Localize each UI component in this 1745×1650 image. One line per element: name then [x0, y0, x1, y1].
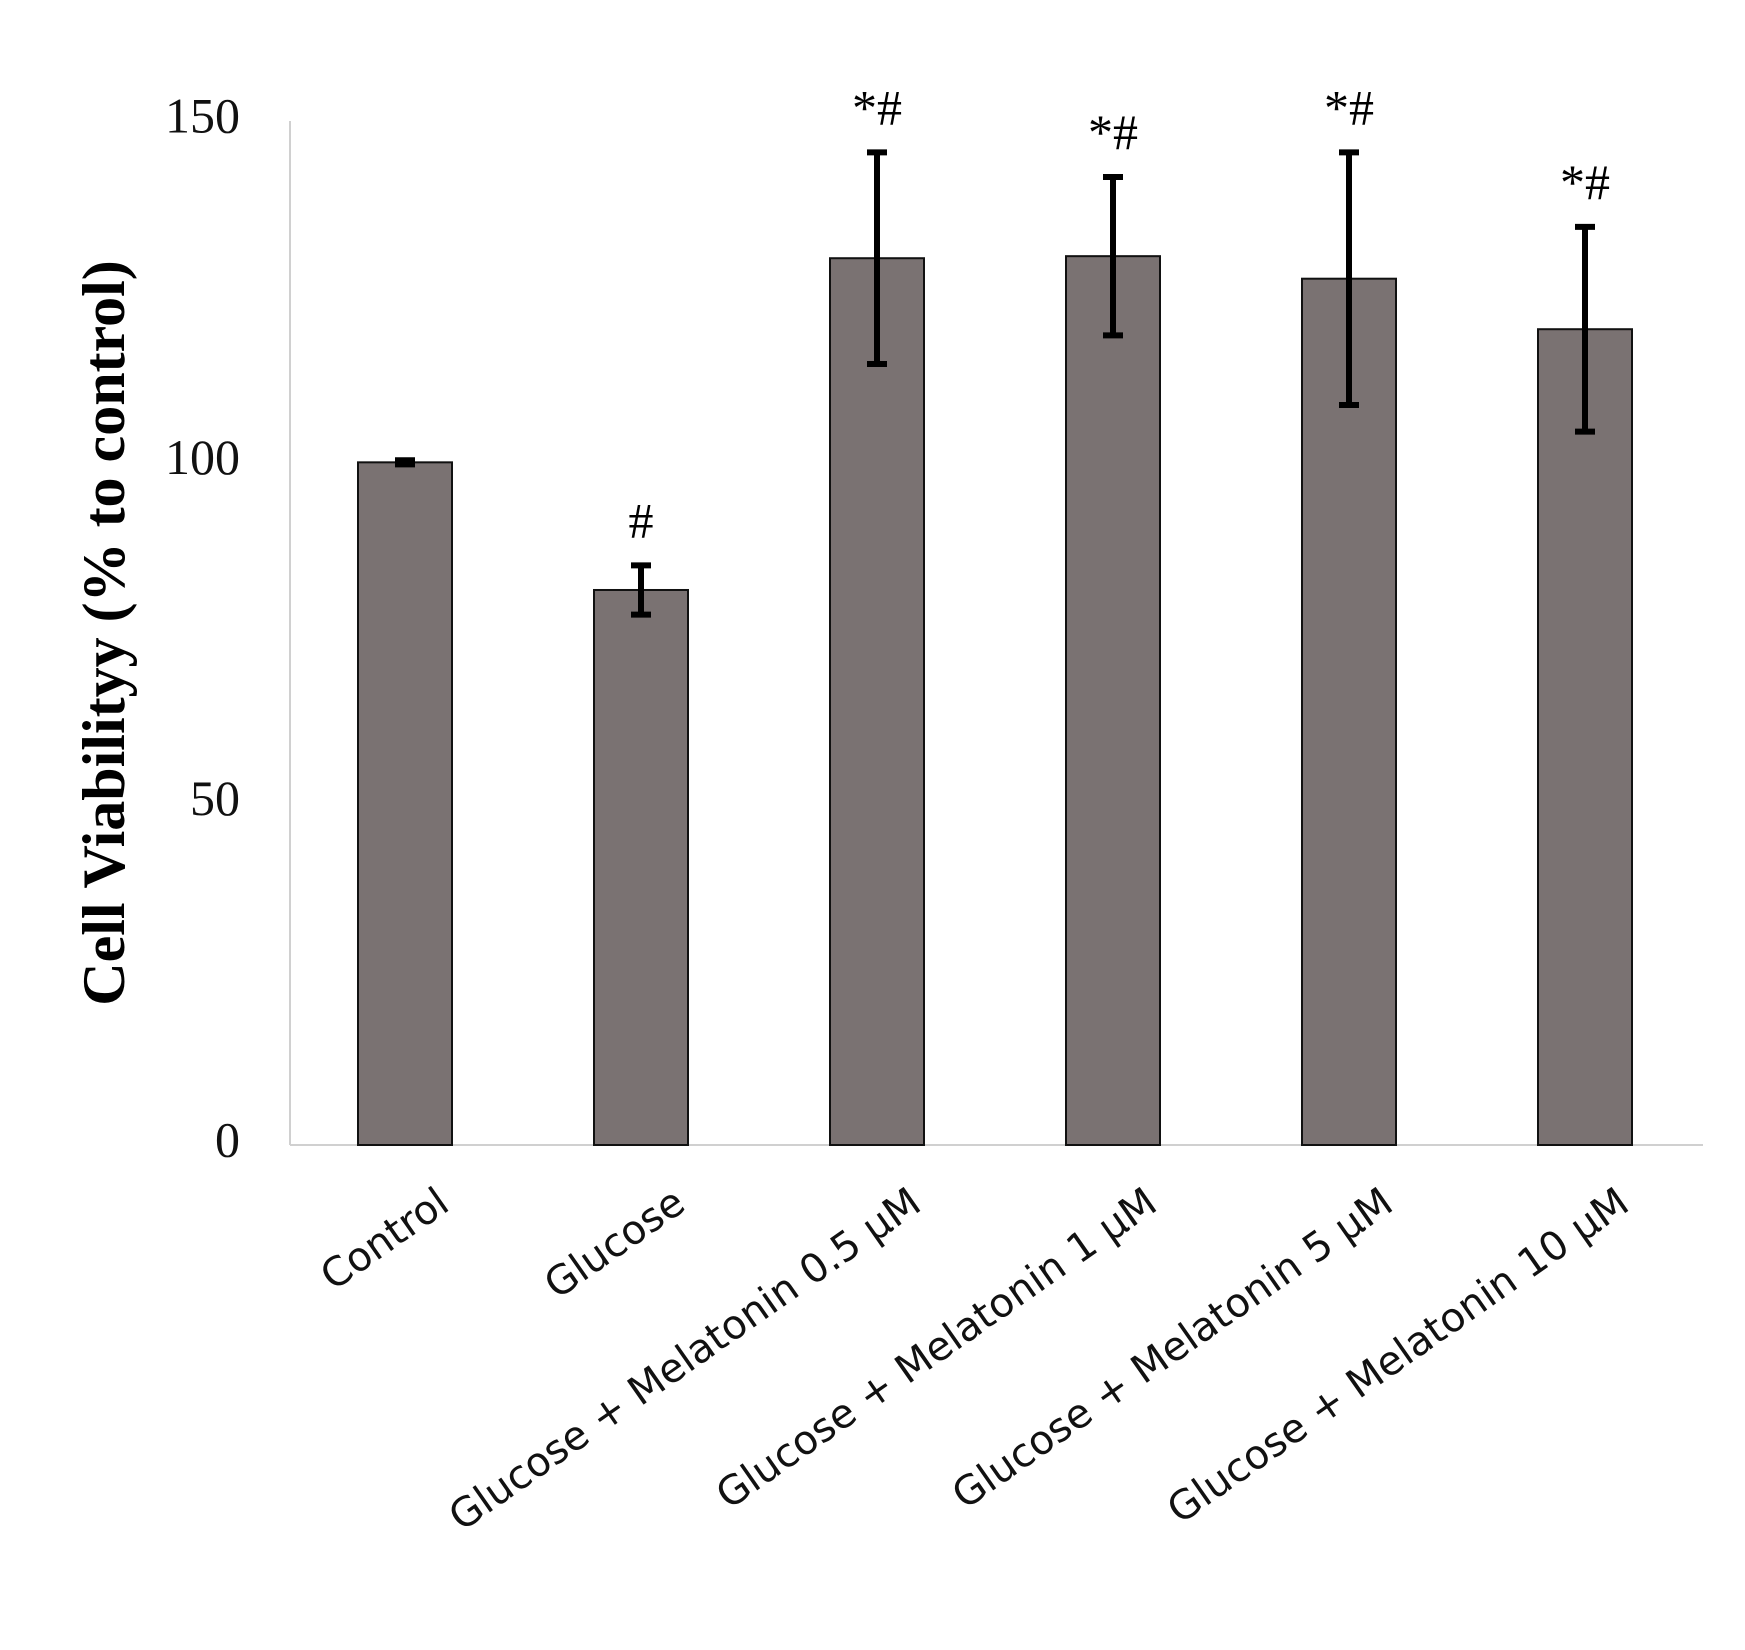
bar	[593, 588, 689, 1146]
significance-label: *#	[1088, 104, 1138, 160]
x-tick-label: Glucose + Melatonin 5 μM	[944, 1179, 1401, 1518]
error-bar	[1575, 223, 1595, 435]
y-tick-label: 100	[165, 429, 240, 485]
x-tick-label: Glucose + Melatonin 1 μM	[708, 1179, 1165, 1518]
bar	[1537, 328, 1633, 1147]
error-bar	[1339, 149, 1359, 408]
error-bar	[867, 149, 887, 368]
bar	[1065, 255, 1161, 1146]
bar	[357, 461, 453, 1147]
x-tick-label: Control	[312, 1179, 457, 1300]
x-tick-label: Glucose + Melatonin 10 μM	[1159, 1179, 1637, 1533]
y-tick-label: 50	[190, 770, 240, 826]
significance-label: *#	[1324, 79, 1374, 135]
error-bar	[631, 562, 651, 618]
x-tick-label: Glucose + Melatonin 0.5 μM	[441, 1179, 929, 1540]
error-bar	[1103, 173, 1123, 339]
y-tick-label: 0	[215, 1111, 240, 1167]
x-tick-label: Glucose	[536, 1179, 693, 1308]
significance-label: #	[629, 492, 654, 548]
significance-label: *#	[852, 79, 902, 135]
bar	[829, 257, 925, 1146]
y-tick-label: 150	[165, 87, 240, 143]
error-bar	[395, 457, 415, 468]
y-axis-title: Cell Viabilityy (% to control)	[71, 260, 137, 1006]
bar	[1301, 277, 1397, 1147]
significance-label: *#	[1560, 154, 1610, 210]
